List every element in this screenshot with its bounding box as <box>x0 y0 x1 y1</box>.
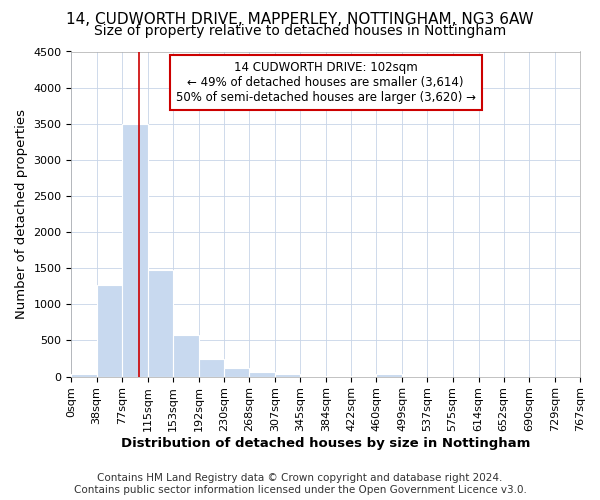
Bar <box>71 374 97 376</box>
X-axis label: Distribution of detached houses by size in Nottingham: Distribution of detached houses by size … <box>121 437 530 450</box>
Text: Contains HM Land Registry data © Crown copyright and database right 2024.
Contai: Contains HM Land Registry data © Crown c… <box>74 474 526 495</box>
Bar <box>97 285 122 376</box>
Bar <box>148 270 173 376</box>
Bar <box>224 368 249 376</box>
Text: 14, CUDWORTH DRIVE, MAPPERLEY, NOTTINGHAM, NG3 6AW: 14, CUDWORTH DRIVE, MAPPERLEY, NOTTINGHA… <box>66 12 534 28</box>
Text: 14 CUDWORTH DRIVE: 102sqm
← 49% of detached houses are smaller (3,614)
50% of se: 14 CUDWORTH DRIVE: 102sqm ← 49% of detac… <box>176 62 476 104</box>
Text: Size of property relative to detached houses in Nottingham: Size of property relative to detached ho… <box>94 24 506 38</box>
Bar <box>376 374 402 376</box>
Bar <box>199 360 224 376</box>
Bar <box>173 336 199 376</box>
Bar <box>275 374 300 376</box>
Bar <box>122 124 148 376</box>
Y-axis label: Number of detached properties: Number of detached properties <box>15 109 28 319</box>
Bar <box>249 372 275 376</box>
